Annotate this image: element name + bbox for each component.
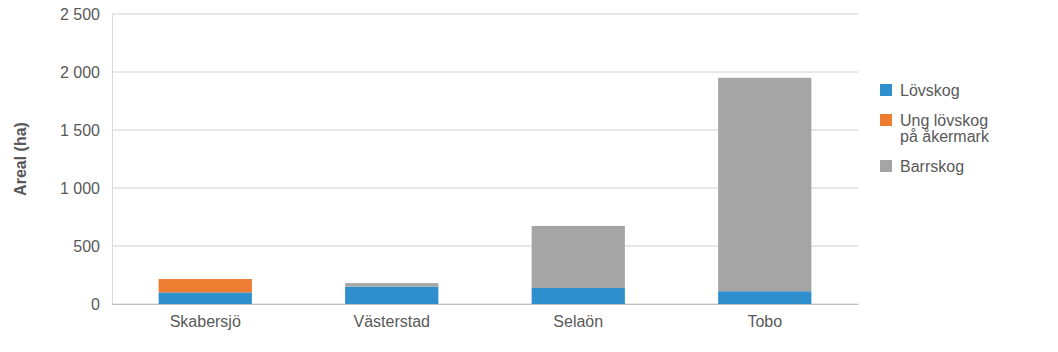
x-tick-label: Selaön xyxy=(553,313,603,330)
x-axis-line xyxy=(113,304,859,305)
x-tick: Skabersjö xyxy=(170,304,241,330)
chart: 0 500 1 000 1 500 2 000 2 500 Areal (ha) Skaber… xyxy=(0,0,1058,352)
bars xyxy=(159,78,812,304)
y-tick-label: 1 500 xyxy=(60,122,100,139)
x-axis: Skabersjö Västerstad Selaön Tobo xyxy=(113,304,859,330)
y-tick: 2 500 xyxy=(60,6,112,23)
series xyxy=(345,78,811,291)
legend-swatch xyxy=(880,160,892,172)
bar-segment xyxy=(532,226,625,288)
legend-label: Lövskog xyxy=(900,82,960,99)
x-tick-label: Skabersjö xyxy=(170,313,241,330)
bar-segment xyxy=(345,283,438,286)
bar-segment xyxy=(718,78,811,291)
legend-swatch xyxy=(880,84,892,96)
y-tick-label: 2 500 xyxy=(60,6,100,23)
y-tick-label: 1 000 xyxy=(60,180,100,197)
x-tick: Selaön xyxy=(553,304,603,330)
y-tick-label: 2 000 xyxy=(60,64,100,81)
y-axis-title: Areal (ha) xyxy=(12,122,29,196)
y-tick: 2 000 xyxy=(60,64,112,81)
y-tick: 0 xyxy=(91,296,112,313)
legend-item: Lövskog xyxy=(880,82,960,99)
legend-label: Barrskog xyxy=(900,158,964,175)
y-tick-label: 0 xyxy=(91,296,100,313)
y-tick: 1 500 xyxy=(60,122,112,139)
legend-swatch xyxy=(880,114,892,126)
grid-line xyxy=(112,72,858,73)
bar-segment xyxy=(532,288,625,304)
y-tick-label: 500 xyxy=(73,238,100,255)
legend-label: Ung lövskog på åkermark xyxy=(900,112,993,146)
grid-line xyxy=(112,14,858,15)
y-axis: 0 500 1 000 1 500 2 000 2 500 xyxy=(60,6,113,313)
legend: Lövskog Ung lövskog på åkermark Barrskog xyxy=(880,82,993,175)
x-tick: Västerstad xyxy=(354,304,430,330)
bar-segment xyxy=(159,292,252,304)
legend-item: Ung lövskog på åkermark xyxy=(880,112,993,146)
bar-segment xyxy=(345,287,438,304)
grid xyxy=(112,14,858,304)
bar-segment xyxy=(159,279,252,280)
x-tick-label: Västerstad xyxy=(354,313,430,330)
y-axis-line xyxy=(112,15,113,305)
bar-segment xyxy=(159,279,252,292)
x-tick: Tobo xyxy=(747,304,782,330)
legend-item: Barrskog xyxy=(880,158,964,175)
bar-segment xyxy=(718,291,811,304)
x-tick-label: Tobo xyxy=(747,313,782,330)
y-tick: 1 000 xyxy=(60,180,112,197)
y-tick: 500 xyxy=(73,238,112,255)
series xyxy=(159,279,252,292)
series xyxy=(159,287,812,304)
